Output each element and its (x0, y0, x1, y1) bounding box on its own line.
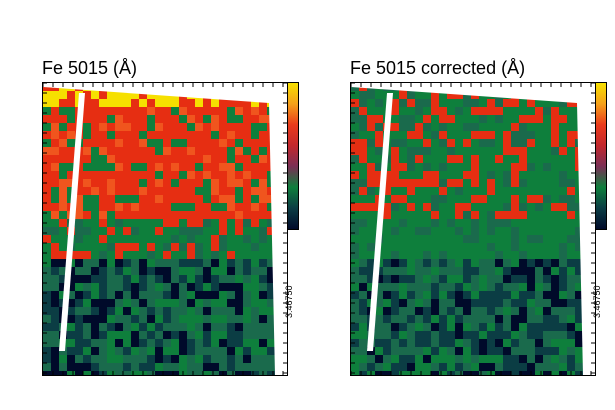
panel-title-right: Fe 5015 corrected (Å) (350, 58, 526, 78)
axis-ticks (43, 83, 287, 375)
map-image-right (351, 83, 595, 375)
panel-title-left: Fe 5015 (Å) (42, 58, 138, 78)
map-cells (43, 87, 275, 375)
map-panel-right (350, 82, 596, 376)
map-panel-left (42, 82, 288, 376)
colorbar-label-right: 3.46750 (592, 285, 602, 318)
colorbar-right (595, 82, 607, 230)
axis-ticks (351, 83, 595, 375)
map-gap-strip (367, 93, 393, 351)
map-gap-strip (59, 93, 85, 351)
colorbar-label-left: 3.46750 (284, 285, 294, 318)
map-image-left (43, 83, 287, 375)
colorbar-left (287, 82, 299, 230)
